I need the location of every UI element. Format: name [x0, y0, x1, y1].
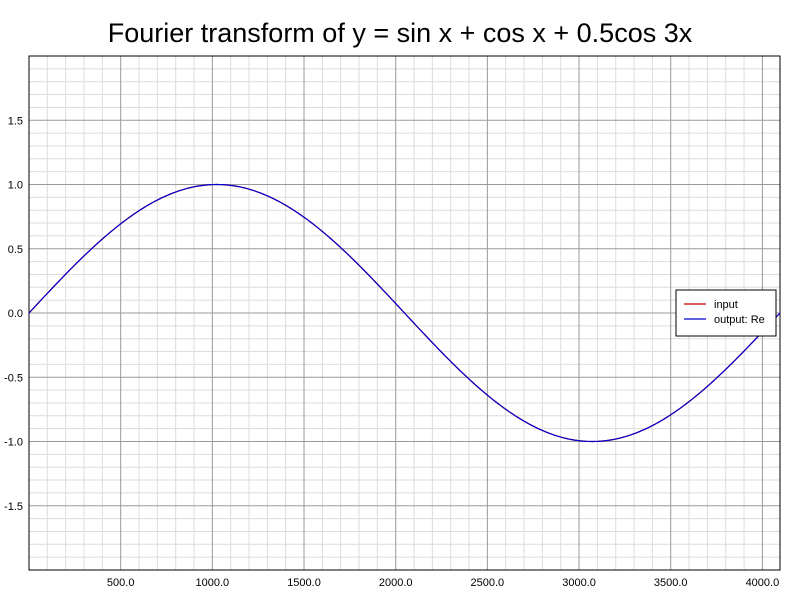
data-point: [75, 263, 77, 265]
data-point: [403, 312, 406, 314]
data-point: [28, 312, 30, 314]
y-tick-label: 0.5: [8, 244, 23, 256]
x-tick-label: 3500.0: [654, 577, 688, 589]
data-point: [169, 193, 171, 195]
x-tick-label: 500.0: [107, 577, 135, 589]
data-point: [122, 221, 124, 223]
data-point: [310, 221, 312, 223]
data-point: [779, 312, 781, 314]
data-point: [544, 431, 546, 433]
x-tick-label: 4000.0: [746, 577, 780, 589]
x-tick-label: 2000.0: [379, 577, 413, 589]
chart-title: Fourier transform of y = sin x + cos x +…: [107, 18, 693, 48]
y-tick-label: 1.5: [8, 115, 23, 127]
data-point: [591, 440, 593, 443]
x-tick-label: 3000.0: [562, 577, 596, 589]
x-tick-label: 1000.0: [196, 577, 230, 589]
legend-box: [675, 289, 777, 337]
y-tick-label: -1.0: [4, 437, 23, 449]
y-tick-label: 1.0: [8, 180, 23, 192]
data-point: [497, 403, 499, 405]
y-tick-label: -0.5: [4, 372, 23, 384]
data-point: [356, 263, 359, 265]
data-point: [216, 183, 218, 186]
data-point: [685, 403, 687, 405]
data-point: [450, 361, 453, 363]
y-tick-label: 0.0: [8, 308, 23, 320]
data-point: [263, 193, 265, 195]
axis-ticks: 500.0 1000.0 1500.0 2000.0 2500.0 3000.0 3500.…: [4, 115, 779, 589]
series-group: [28, 183, 781, 443]
legend-label: output: Re: [714, 314, 765, 326]
data-point: [732, 361, 734, 363]
y-tick-label: -1.5: [4, 501, 23, 513]
legend-label: input: [714, 299, 738, 311]
data-point: [638, 431, 640, 433]
legend: input output: Re: [675, 289, 777, 337]
x-tick-label: 2500.0: [471, 577, 505, 589]
x-tick-label: 1500.0: [287, 577, 321, 589]
